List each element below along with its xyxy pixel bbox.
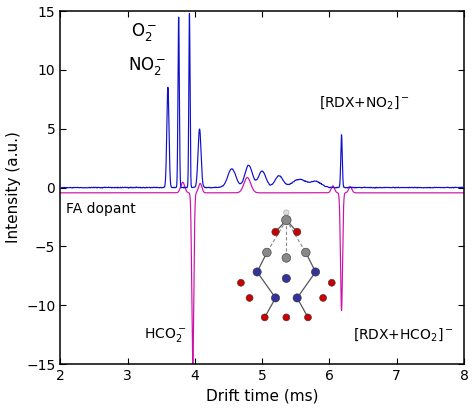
Text: [RDX+HCO$_2$]$^-$: [RDX+HCO$_2$]$^-$ <box>353 326 454 343</box>
Y-axis label: Intensity (a.u.): Intensity (a.u.) <box>6 132 20 243</box>
Text: FA dopant: FA dopant <box>65 202 136 216</box>
Text: [RDX+NO$_2$]$^-$: [RDX+NO$_2$]$^-$ <box>319 94 410 111</box>
Text: NO$_2^-$: NO$_2^-$ <box>128 55 166 77</box>
Text: HCO$_2^-$: HCO$_2^-$ <box>145 326 187 344</box>
X-axis label: Drift time (ms): Drift time (ms) <box>206 389 319 403</box>
Text: O$_2^-$: O$_2^-$ <box>131 21 157 43</box>
